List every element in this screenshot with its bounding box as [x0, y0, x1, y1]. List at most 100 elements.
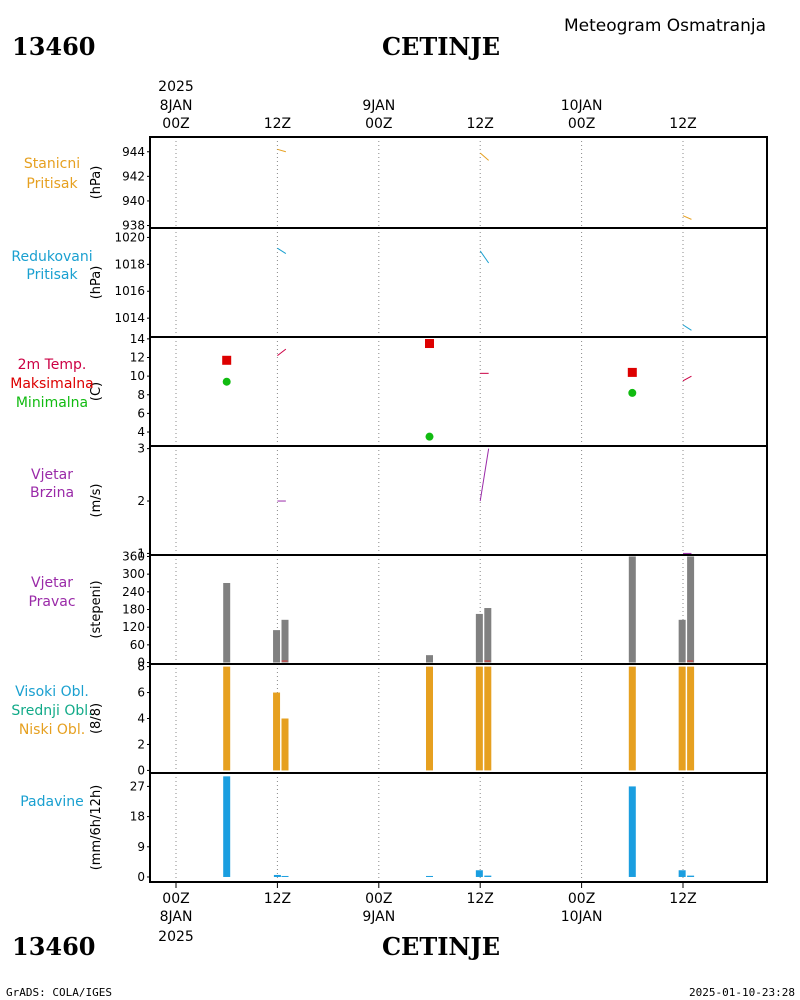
parameter-label: Srednji Obl. — [11, 703, 92, 719]
data-bar — [475, 613, 483, 663]
data-line-segment — [682, 375, 692, 382]
y-tick-label: 18 — [130, 810, 145, 824]
y-tick-label: 8 — [137, 388, 145, 402]
data-bar — [628, 786, 636, 877]
data-bar — [628, 556, 636, 663]
panel-padavine: 0 9 18 27 (mm/6h/12h) Padavine — [20, 772, 768, 884]
panel-plot-area — [175, 337, 692, 446]
max-temp-marker — [627, 367, 637, 377]
parameter-label: Pritisak — [26, 267, 78, 283]
data-bar — [687, 666, 695, 771]
panel-plot-area — [175, 555, 695, 664]
panel-frame — [149, 227, 768, 338]
top-hour-label: 00Z — [162, 116, 189, 132]
data-bar — [273, 874, 281, 877]
max-temp-marker — [222, 355, 232, 365]
station-name-bottom: CETINJE — [382, 932, 500, 961]
chart-subtitle: Meteogram Osmatranja — [564, 16, 766, 36]
data-line-segment — [479, 448, 490, 502]
panel-frame — [149, 445, 768, 556]
parameter-label: Vjetar — [31, 467, 73, 483]
station-id-bottom: 13460 — [12, 932, 96, 961]
y-tick-label: 6 — [137, 406, 145, 420]
y-tick-label: 8 — [137, 660, 145, 674]
bottom-year-label: 2025 — [158, 929, 194, 945]
y-tick-label: 938 — [122, 219, 145, 233]
y-unit-label: (C) — [89, 382, 104, 401]
y-tick-label: 4 — [137, 425, 145, 439]
y-tick-label: 120 — [122, 620, 145, 634]
data-bar — [484, 666, 492, 771]
panel-plot-area — [175, 446, 692, 555]
y-tick-label: 2 — [137, 737, 145, 751]
bottom-time-axis: 00Z 8JAN 12Z 00Z 9JAN 12Z 00Z 10JAN 12Z — [160, 882, 697, 925]
min-temp-marker — [222, 377, 231, 386]
parameter-label: 2m Temp. — [18, 357, 87, 373]
y-tick-label: 1 — [137, 546, 145, 560]
panel-stanicni-pritisak: 938 940 942 944 (hPa) Stanicni Pritisak — [24, 136, 768, 233]
parameter-label: Pritisak — [26, 176, 78, 192]
data-bar — [475, 870, 483, 877]
data-bar — [281, 875, 289, 877]
data-line-segment — [682, 215, 692, 220]
top-day-label: 10JAN — [561, 98, 603, 114]
station-name-top: CETINJE — [382, 32, 500, 61]
data-bar — [678, 619, 686, 663]
data-bar — [678, 870, 686, 877]
panel-vjetar-brzina: 1 2 3 (m/s) Vjetar Brzina — [30, 442, 768, 560]
parameter-label: Padavine — [20, 794, 84, 810]
panel-plot-area — [175, 137, 692, 228]
data-bar — [281, 718, 289, 771]
panel-oblacnost: 0 2 4 6 8 (8/8)Visoki Obl. Srednji Obl. Niski O… — [11, 660, 768, 777]
data-bar — [475, 666, 483, 771]
data-bar — [223, 582, 231, 663]
bottom-hour-label: 00Z — [365, 891, 392, 907]
y-tick-label: 3 — [137, 442, 145, 456]
station-id-top: 13460 — [12, 32, 96, 61]
data-bar — [628, 666, 636, 771]
data-bar — [484, 608, 492, 663]
y-tick-label: 27 — [130, 779, 145, 793]
panel-frame — [149, 554, 768, 665]
parameter-label: Visoki Obl. — [15, 684, 89, 700]
bottom-hour-label: 12Z — [466, 891, 493, 907]
bottom-hour-label: 00Z — [162, 891, 189, 907]
data-bar — [273, 692, 281, 771]
panel-redukovani-pritisak: 1014 1016 1018 1020 (hPa)Redukovani Pritisak — [11, 227, 768, 338]
bottom-hour-label: 12Z — [669, 891, 696, 907]
y-tick-label: 10 — [130, 369, 145, 383]
data-bar — [426, 655, 433, 663]
top-time-axis: 00Z 8JAN 12Z 00Z 9JAN 12Z 00Z 10JAN 12Z — [160, 98, 697, 132]
data-line-segment — [277, 348, 287, 357]
footer-timestamp: 2025-01-10-23:28 — [689, 986, 795, 999]
top-year-label: 2025 — [158, 79, 194, 95]
y-unit-label: (stepeni) — [89, 580, 104, 638]
y-tick-label: 9 — [137, 840, 145, 854]
data-bar — [281, 619, 289, 663]
bottom-hour-label: 00Z — [568, 891, 595, 907]
y-tick-label: 0 — [137, 870, 145, 884]
y-tick-label: 6 — [137, 686, 145, 700]
footer-credit: GrADS: COLA/IGES — [6, 986, 112, 999]
top-hour-label: 00Z — [568, 116, 595, 132]
y-tick-label: 12 — [130, 350, 145, 364]
panel-frame — [149, 663, 768, 774]
data-bar — [426, 875, 433, 877]
y-tick-label: 14 — [130, 332, 145, 346]
y-unit-label: (hPa) — [89, 166, 104, 200]
data-line-segment — [277, 148, 286, 153]
y-tick-label: 2 — [137, 494, 145, 508]
y-tick-label: 360 — [122, 549, 145, 563]
y-tick-label: 0 — [137, 656, 145, 670]
parameter-label: Maksimalna — [10, 376, 94, 392]
y-tick-label: 300 — [122, 567, 145, 581]
y-unit-label: (m/s) — [89, 484, 104, 518]
data-line-segment — [682, 324, 692, 331]
data-bar — [484, 875, 492, 877]
y-unit-label: (mm/6h/12h) — [89, 785, 104, 871]
parameter-label: Minimalna — [16, 395, 88, 411]
bottom-hour-label: 12Z — [264, 891, 291, 907]
parameter-label: Redukovani — [11, 249, 92, 265]
panel-temperatura: 4 6 8 10 12 14 (C)2m Temp. Maksimalna Minimalna — [10, 332, 768, 447]
panel-plot-area — [175, 664, 695, 773]
